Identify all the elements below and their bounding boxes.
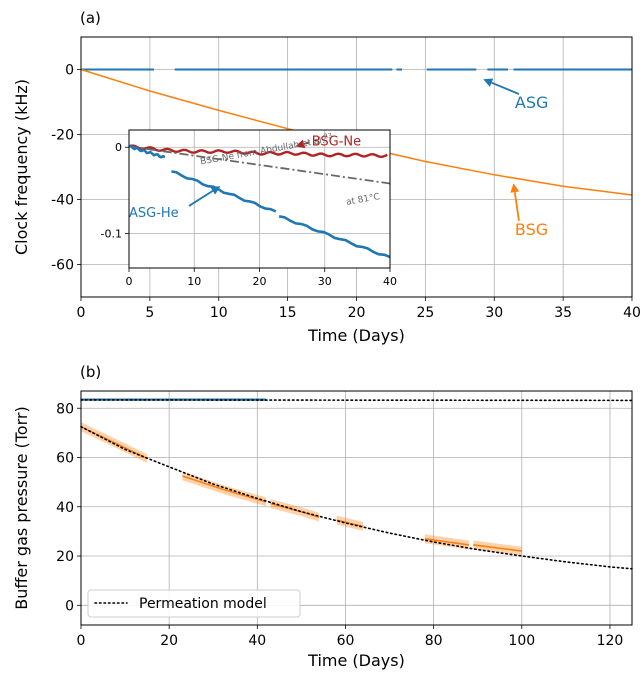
x-tick-label: 20 [160,633,178,649]
series-asg-he-segment [278,215,391,259]
annotation-asg: ASG [515,93,549,112]
series-bsg-segment [473,544,522,552]
y-axis-label: Clock frequency (kHz) [12,79,31,255]
series-bsg-ne-line [128,144,388,159]
legend: Permeation model [87,589,301,618]
y-tick-label: 40 [56,500,74,516]
series-bsg-segment [424,538,470,546]
x-tick-label: 0 [126,275,133,288]
series-asg-he-segment [171,170,277,213]
annotation-bsg-ne: BSG-Ne [312,134,361,149]
x-tick-label: 35 [554,305,572,321]
x-tick-label: 120 [597,633,624,649]
annotation-asg-he-arrow-shaft [188,190,214,207]
annotation-bsg: BSG [515,220,548,239]
annotation-abdullah-superscript: 23 [323,131,333,140]
x-tick-label: 10 [187,275,201,288]
x-tick-label: 15 [279,305,297,321]
annotation-asg-arrow-shaft [491,81,520,95]
axes-frame [80,36,633,298]
annotation-asg-he: ASG-He [129,206,179,221]
y-tick-label: -40 [51,193,74,209]
series-bsg-segment [336,519,364,528]
axes-2: 0 20 40 60 80 100 120 0 20 40 60 80 Permeation model… [12,363,633,670]
panel-label-a: (a) [80,9,101,27]
y-tick-label: 0 [65,598,74,614]
y-tick-label: 0 [115,141,122,154]
x-tick-label: 40 [383,275,397,288]
annotation-asg-he-arrow-head [210,186,221,195]
x-tick-label: 0 [77,305,86,321]
x-axis-label: Time (Days) [307,651,405,670]
series-permeation-model [80,425,633,570]
legend-label-permeation-model: Permeation model [139,596,267,612]
x-tick-label: 40 [623,305,641,321]
plot-area [81,391,632,625]
x-tick-label: 5 [145,305,154,321]
series-permeation-model [80,399,633,402]
annotation-bsg-ne-arrow-head [295,139,306,149]
x-tick-label: 100 [508,633,535,649]
y-axis-label: Buffer gas pressure (Torr) [12,406,31,609]
x-tick-label: 25 [416,305,434,321]
x-tick-label: 10 [210,305,228,321]
legend-box [87,589,301,618]
x-tick-label: 0 [77,633,86,649]
x-tick-label: 20 [348,305,366,321]
x-axis-label: Time (Days) [307,326,405,345]
series-bsg-segment [182,475,267,503]
y-tick-label: 0 [65,63,74,79]
axes-frame [128,129,391,269]
annotation-asg-arrow-head [483,78,494,87]
y-tick-label: -0.1 [101,227,122,240]
annotation-bsg-arrow-head [510,183,520,193]
panel-label-b: (b) [80,363,101,381]
y-tick-label: 20 [56,549,74,565]
y-tick-label: -60 [51,258,74,274]
y-tick-label: 60 [56,451,74,467]
x-tick-label: 20 [253,275,267,288]
series-abdullah-reference-line [128,145,391,185]
series-bsg-band [182,471,267,507]
x-tick-label: 80 [425,633,443,649]
x-tick-label: 40 [248,633,266,649]
annotation-bsg-ne-arrow-shaft [303,141,310,145]
series-asg-he-segment [128,144,166,159]
y-tick-label: -20 [51,128,74,144]
annotation-bsg-arrow-shaft [513,192,520,221]
x-tick-label: 30 [485,305,503,321]
y-tick-label: 80 [56,401,74,417]
series-bsg-segment [80,425,148,460]
x-tick-label: 60 [337,633,355,649]
axes-frame [80,390,633,626]
x-tick-label: 30 [318,275,332,288]
